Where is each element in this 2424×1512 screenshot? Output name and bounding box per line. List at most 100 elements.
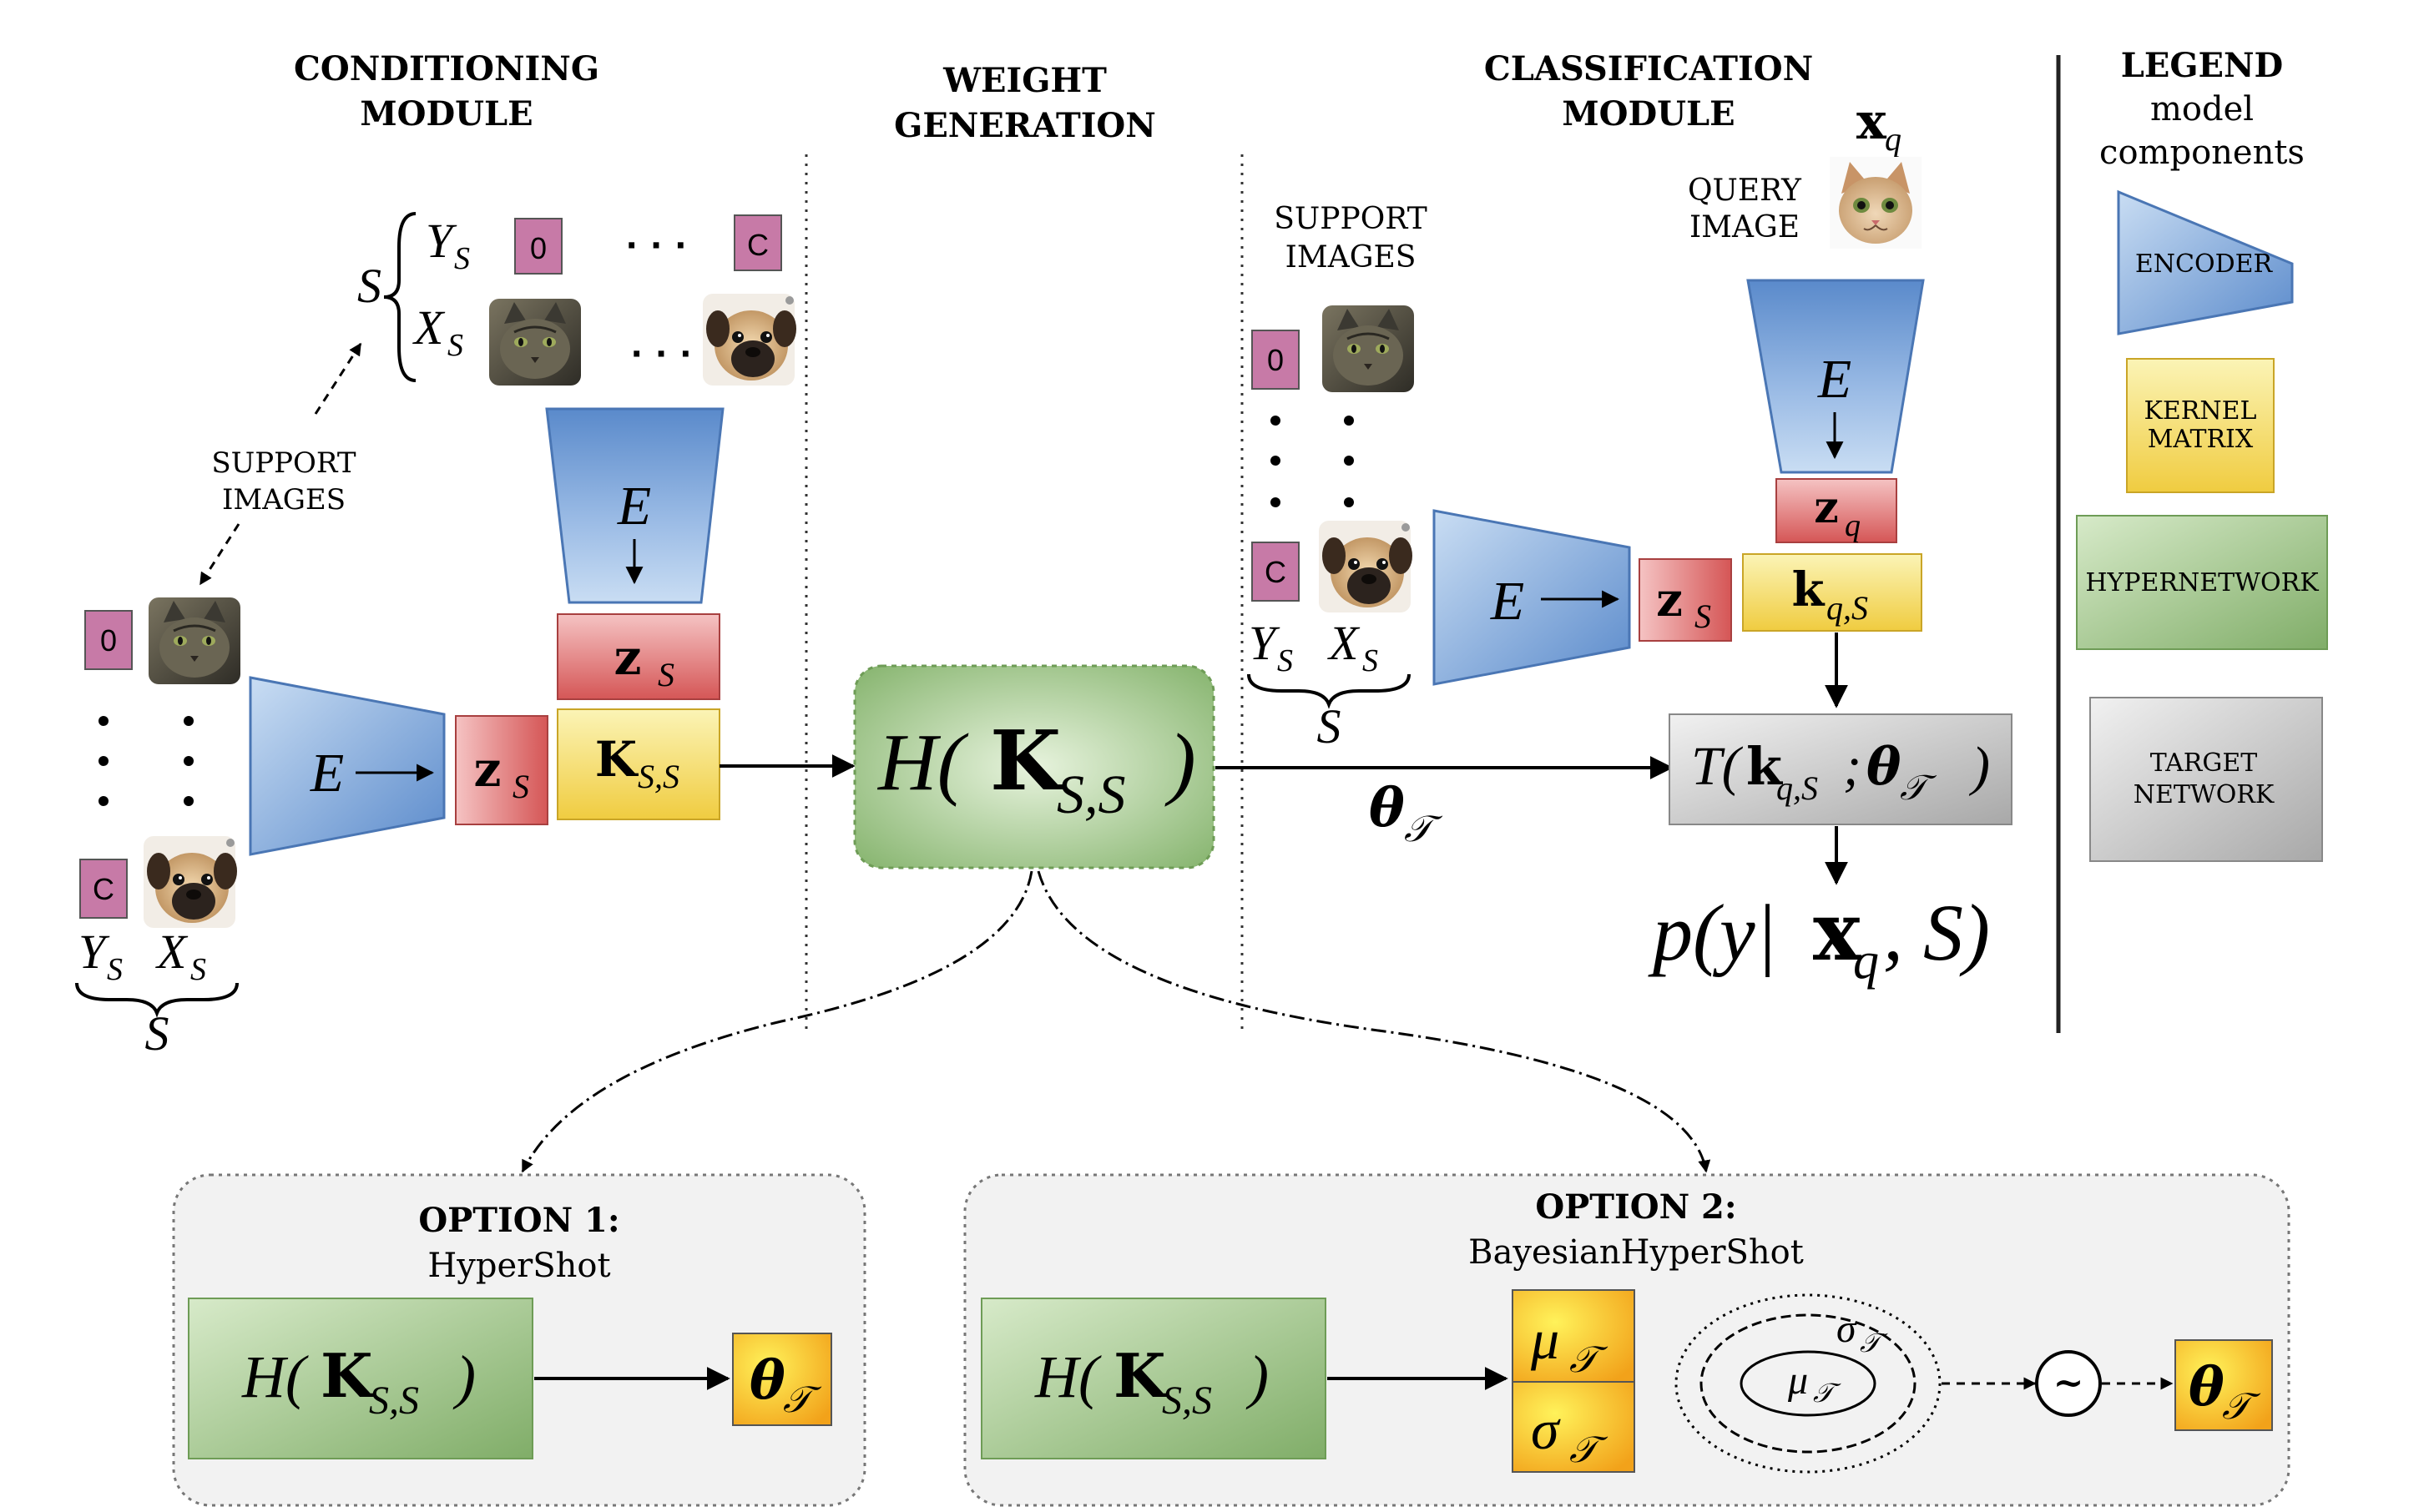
set-s-label: S	[357, 259, 381, 313]
option2-hypernetwork	[981, 1298, 1326, 1459]
z-q-label: z	[1814, 482, 1839, 533]
header-classification-line1: CLASSIFICATION	[1484, 49, 1813, 88]
ys-label-top: Y	[426, 214, 457, 268]
encoder-e-label-4: E	[1817, 349, 1851, 410]
support-images-label-right-1: SUPPORT	[1274, 202, 1427, 236]
z-s-label-classification: z	[1656, 572, 1683, 627]
hyper-h-open: H(	[876, 718, 969, 808]
option2-outer-ellipse	[1674, 1293, 1942, 1474]
kernel-kss-label: K	[595, 731, 639, 788]
class-label-0-right	[1251, 330, 1300, 390]
dashdot-to-option2	[1037, 870, 1711, 1173]
xs-label-right: X	[1327, 616, 1361, 670]
option1-title: OPTION 1:	[418, 1201, 619, 1240]
left-s-label: S	[145, 1006, 169, 1061]
z-s-box-vertical	[557, 613, 720, 700]
vdot-r1	[184, 716, 194, 726]
vdot-rr3	[1344, 497, 1354, 507]
option2-h-open: H(	[1034, 1343, 1102, 1410]
legend-target-label-2: NETWORK	[2134, 780, 2275, 809]
xs-sub-right: S	[1362, 643, 1378, 678]
vdot-rl2	[1270, 456, 1280, 466]
z-s-sub-horizontal: S	[513, 768, 529, 805]
pug-image	[1319, 521, 1412, 612]
option2-mu-box	[1512, 1289, 1635, 1383]
legend-encoder-label: ENCODER	[2135, 249, 2274, 279]
option2-name: BayesianHyperShot	[1468, 1233, 1804, 1272]
header-classification: CLASSIFICATION MODULE	[1484, 49, 1813, 134]
header-weight-line2: GENERATION	[894, 106, 1156, 145]
hypernetwork-main	[853, 664, 1215, 869]
vdot-rl3	[1270, 497, 1280, 507]
dashdot-to-option1	[521, 870, 1033, 1173]
legend-kernel-label-2: MATRIX	[2148, 425, 2254, 454]
target-t-close: )	[1968, 736, 1990, 797]
z-q-sub: q	[1845, 508, 1861, 543]
encoder-e-label-1: E	[617, 476, 651, 537]
class-label-0-left-text: 0	[100, 623, 117, 658]
vdot-l2	[98, 756, 109, 766]
option1-h-open: H(	[241, 1343, 309, 1410]
vdot-rr1	[1344, 416, 1354, 426]
legend-kernel-label-1: KERNEL	[2144, 396, 2257, 426]
target-k-sub: q,S	[1776, 769, 1818, 807]
target-t-open: T(	[1691, 736, 1744, 797]
kernel-kss-box	[557, 708, 720, 820]
legend-target-label-1: TARGET	[2150, 748, 2258, 778]
xq-sub: q	[1885, 120, 1901, 158]
option2-sample-node	[2035, 1350, 2102, 1417]
option1-name: HyperShot	[427, 1247, 610, 1285]
kernel-kqs-sub: q,S	[1826, 589, 1868, 627]
pug-image	[144, 836, 237, 928]
xs-label-top: X	[412, 300, 446, 355]
cat-image	[1321, 304, 1416, 394]
z-s-sub-vertical: S	[658, 656, 674, 693]
option2-ellipse-mu: μ	[1787, 1358, 1808, 1403]
option2-k: K	[1114, 1340, 1168, 1411]
query-image-label-1: QUERY	[1688, 174, 1802, 208]
dashed-arrow-down	[199, 523, 240, 586]
vdot-l3	[98, 796, 109, 806]
cat-image	[487, 297, 583, 387]
output-p-open: p(y|	[1648, 888, 1777, 977]
target-semicolon: ;	[1843, 736, 1861, 797]
query-image-label-2: IMAGE	[1689, 210, 1800, 244]
theta-label-main: θ	[1369, 777, 1405, 839]
output-p-close: , S)	[1883, 888, 1990, 977]
kernel-kqs-box	[1742, 553, 1922, 632]
legend-encoder-shape	[2117, 189, 2294, 335]
class-label-c-left	[79, 859, 128, 919]
output-xq-sub: q	[1853, 933, 1879, 990]
z-s-label-horizontal: z	[474, 741, 502, 798]
header-weight-generation: WEIGHT GENERATION	[894, 61, 1156, 145]
class-label-c-right	[1251, 542, 1300, 602]
xs-sub-top: S	[447, 328, 463, 363]
theta-sub-main: 𝒯	[1404, 809, 1443, 849]
option2-sigma-box	[1512, 1381, 1635, 1473]
class-label-c-top	[734, 214, 782, 271]
support-images-label-left-2: IMAGES	[222, 483, 346, 517]
vdot-l1	[98, 716, 109, 726]
option1-hypernetwork	[188, 1298, 533, 1459]
ys-sub-top: S	[454, 241, 470, 276]
left-s-brace	[75, 982, 239, 1018]
option1-k: K	[321, 1340, 375, 1411]
ys-sub-left: S	[107, 952, 123, 987]
option2-sigma-ellipse	[1699, 1313, 1916, 1454]
encoder-classification-horizontal	[1432, 509, 1631, 686]
hyper-h-close: )	[1164, 718, 1196, 808]
legend-hypernetwork-shape	[2076, 515, 2328, 650]
cat-image	[1829, 156, 1922, 249]
legend-sub2: components	[2099, 134, 2305, 172]
legend-kernel-shape	[2126, 358, 2275, 493]
class-label-0-top	[514, 218, 563, 275]
option2-sigma: σ	[1531, 1398, 1561, 1461]
encoder-query-vertical	[1746, 279, 1925, 474]
option2-mu: μ	[1530, 1308, 1559, 1371]
option2-theta-box	[2174, 1339, 2273, 1431]
ys-sub-right: S	[1277, 643, 1293, 678]
option2-sample-symbol: ~	[2053, 1362, 2084, 1404]
header-conditioning-line1: CONDITIONING	[294, 49, 599, 88]
option1-theta: θ	[750, 1349, 785, 1412]
